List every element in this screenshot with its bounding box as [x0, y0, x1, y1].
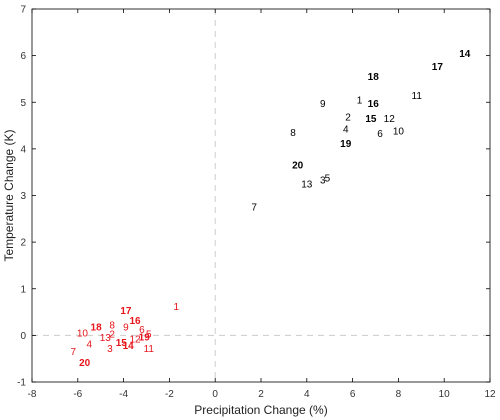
x-tick-label: 10 — [439, 389, 451, 400]
x-tick-label: -4 — [119, 389, 128, 400]
point-label: 15 — [116, 338, 128, 349]
y-tick-label: 4 — [20, 144, 26, 155]
point-label: 17 — [120, 306, 132, 317]
point-label: 15 — [365, 114, 377, 125]
point-label: 2 — [109, 329, 115, 340]
point-label: 20 — [79, 358, 91, 369]
y-tick-label: 0 — [20, 331, 26, 342]
x-tick-label: -2 — [165, 389, 174, 400]
x-tick-label: -6 — [73, 389, 82, 400]
point-label: 8 — [109, 321, 115, 332]
point-label: 7 — [251, 203, 257, 214]
x-tick-label: 4 — [304, 389, 310, 400]
point-label: 3 — [320, 176, 326, 187]
point-label: 7 — [70, 347, 76, 358]
point-label: 17 — [432, 62, 444, 73]
point-label: 14 — [459, 49, 471, 60]
point-label: 20 — [292, 161, 304, 172]
point-label: 6 — [139, 325, 145, 336]
point-label: 8 — [290, 128, 296, 139]
point-label: 16 — [129, 316, 141, 327]
point-label: 19 — [139, 332, 151, 343]
point-label: 11 — [144, 344, 155, 355]
point-label: 13 — [100, 333, 112, 344]
x-tick-label: 0 — [212, 389, 218, 400]
point-label: 18 — [91, 322, 103, 333]
point-label: 1 — [357, 95, 363, 106]
point-label: 4 — [343, 124, 349, 135]
y-tick-label: 5 — [20, 98, 26, 109]
x-tick-label: 6 — [350, 389, 356, 400]
x-tick-label: 12 — [484, 389, 496, 400]
point-label: 11 — [412, 91, 423, 102]
point-label: 16 — [368, 99, 380, 110]
point-label: 18 — [368, 72, 380, 83]
point-label: 2 — [345, 113, 351, 124]
y-axis-label: Temperature Change (K) — [2, 129, 16, 261]
point-label: 9 — [320, 99, 326, 110]
point-label: 6 — [377, 129, 383, 140]
x-axis-ticks: -8 -6 -4 -2 0 2 4 6 8 10 12 — [28, 9, 496, 400]
y-tick-label: 3 — [20, 191, 26, 202]
point-label: 10 — [77, 329, 89, 340]
reference-lines — [32, 9, 490, 382]
point-label: 10 — [393, 127, 405, 138]
x-axis-label: Precipitation Change (%) — [194, 403, 327, 417]
y-tick-label: 1 — [20, 284, 26, 295]
y-tick-label: -1 — [17, 378, 26, 389]
y-tick-label: 6 — [20, 51, 26, 62]
point-label: 1 — [173, 302, 179, 313]
y-tick-label: 7 — [20, 5, 26, 16]
y-tick-label: 2 — [20, 238, 26, 249]
point-label: 13 — [301, 179, 313, 190]
x-tick-label: 2 — [258, 389, 264, 400]
point-label: 12 — [129, 335, 141, 346]
point-label: 5 — [146, 329, 152, 340]
point-label: 19 — [340, 139, 352, 150]
point-label: 14 — [123, 341, 135, 352]
point-label: 4 — [86, 339, 92, 350]
point-label: 9 — [123, 322, 129, 333]
point-label: 5 — [325, 173, 331, 184]
x-tick-label: -8 — [28, 389, 37, 400]
point-label: 12 — [384, 114, 396, 125]
x-tick-label: 8 — [396, 389, 402, 400]
point-label: 3 — [107, 344, 113, 355]
